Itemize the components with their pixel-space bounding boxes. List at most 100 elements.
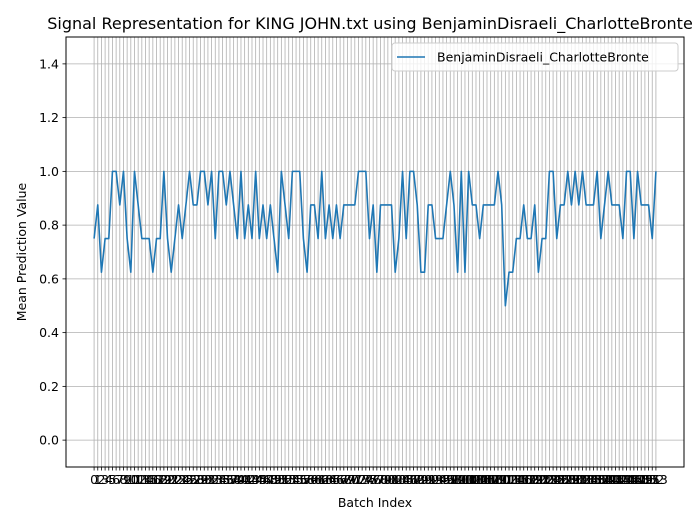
x-tick-label: 42 (240, 472, 256, 487)
x-tick-label: 139 (593, 472, 617, 487)
y-tick-label: 0.0 (39, 433, 59, 448)
x-tick-label: 23 (171, 472, 187, 487)
x-gridlines (93, 37, 657, 467)
x-tick-label: 125 (541, 472, 565, 487)
x-tick-label: 143 (607, 472, 631, 487)
y-axis-ticks: 0.0 0.2 0.4 0.6 0.8 1.0 1.2 1.4 (39, 56, 66, 448)
x-tick-label: 73 (354, 472, 370, 487)
x-tick-label: 1 (94, 472, 102, 487)
x-tick-label: 97 (442, 472, 458, 487)
y-tick-label: 1.2 (39, 110, 59, 125)
x-tick-label: 109 (482, 472, 506, 487)
y-axis-label: Mean Prediction Value (14, 182, 29, 321)
x-tick-label: 149 (629, 472, 653, 487)
x-tick-label: 90 (417, 472, 433, 487)
x-tick-label: 91 (420, 472, 436, 487)
x-tick-label: 138 (589, 472, 613, 487)
x-tick-label: 87 (406, 472, 422, 487)
x-tick-label: 88 (409, 472, 425, 487)
x-tick-label: 47 (259, 472, 275, 487)
x-tick-label: 113 (497, 472, 521, 487)
x-tick-label: 132 (567, 472, 591, 487)
x-tick-label: 27 (185, 472, 201, 487)
x-tick-label: 11 (127, 472, 143, 487)
x-tick-label: 56 (292, 472, 308, 487)
x-tick-label: 128 (552, 472, 576, 487)
x-tick-label: 16 (145, 472, 161, 487)
x-tick-label: 25 (178, 472, 194, 487)
x-tick-label: 5 (108, 472, 116, 487)
x-tick-label: 53 (281, 472, 297, 487)
x-tick-label: 79 (376, 472, 392, 487)
x-tick-label: 31 (200, 472, 216, 487)
x-tick-label: 92 (424, 472, 440, 487)
x-tick-label: 18 (152, 472, 168, 487)
x-tick-label: 63 (317, 472, 333, 487)
x-tick-label: 7 (116, 472, 124, 487)
x-tick-label: 136 (582, 472, 606, 487)
x-tick-label: 26 (182, 472, 198, 487)
x-tick-label: 110 (486, 472, 510, 487)
x-tick-label: 0 (90, 472, 98, 487)
x-tick-label: 103 (460, 472, 484, 487)
x-tick-label: 71 (347, 472, 363, 487)
x-tick-label: 100 (449, 472, 473, 487)
x-tick-label: 43 (244, 472, 260, 487)
x-tick-label: 44 (248, 472, 264, 487)
x-tick-label: 144 (611, 472, 635, 487)
x-tick-label: 48 (262, 472, 278, 487)
x-tick-label: 96 (439, 472, 455, 487)
x-tick-label: 24 (174, 472, 190, 487)
x-tick-label: 116 (508, 472, 532, 487)
x-tick-label: 150 (633, 472, 657, 487)
x-tick-label: 3 (101, 472, 109, 487)
x-tick-label: 101 (453, 472, 477, 487)
y-tick-label: 0.2 (39, 379, 59, 394)
x-tick-label: 21 (163, 472, 179, 487)
x-tick-label: 28 (189, 472, 205, 487)
x-tick-label: 60 (306, 472, 322, 487)
y-tick-label: 0.6 (39, 271, 59, 286)
x-tick-label: 145 (615, 472, 639, 487)
x-tick-label: 55 (288, 472, 304, 487)
x-tick-label: 119 (519, 472, 543, 487)
x-tick-label: 127 (549, 472, 573, 487)
x-tick-label: 68 (336, 472, 352, 487)
x-tick-label: 108 (479, 472, 503, 487)
x-tick-label: 114 (501, 472, 525, 487)
x-tick-label: 78 (373, 472, 389, 487)
x-tick-label: 37 (222, 472, 238, 487)
x-tick-label: 81 (384, 472, 400, 487)
x-tick-label: 57 (295, 472, 311, 487)
x-tick-label: 133 (571, 472, 595, 487)
x-tick-label: 135 (578, 472, 602, 487)
chart-title: Signal Representation for KING JOHN.txt … (47, 14, 693, 34)
x-tick-label: 129 (556, 472, 580, 487)
x-tick-label: 35 (215, 472, 231, 487)
series-layer (93, 170, 657, 307)
x-tick-label: 115 (504, 472, 528, 487)
y-tick-label: 0.8 (39, 218, 59, 233)
x-tick-label: 30 (196, 472, 212, 487)
x-tick-label: 104 (464, 472, 488, 487)
x-tick-label: 36 (218, 472, 234, 487)
x-tick-label: 118 (515, 472, 539, 487)
x-tick-label: 65 (325, 472, 341, 487)
x-tick-label: 77 (369, 472, 385, 487)
x-tick-label: 148 (626, 472, 650, 487)
x-tick-label: 66 (328, 472, 344, 487)
x-tick-label: 13 (134, 472, 150, 487)
x-tick-label: 29 (193, 472, 209, 487)
x-tick-label: 85 (398, 472, 414, 487)
x-tick-label: 83 (391, 472, 407, 487)
x-tick-label: 93 (428, 472, 444, 487)
plot-frame (65, 36, 685, 468)
x-tick-label: 38 (226, 472, 242, 487)
y-tick-label: 1.0 (39, 164, 59, 179)
x-tick-label: 130 (560, 472, 584, 487)
x-tick-label: 124 (537, 472, 561, 487)
x-tick-label: 102 (457, 472, 481, 487)
x-tick-label: 2 (97, 472, 105, 487)
x-tick-label: 126 (545, 472, 569, 487)
